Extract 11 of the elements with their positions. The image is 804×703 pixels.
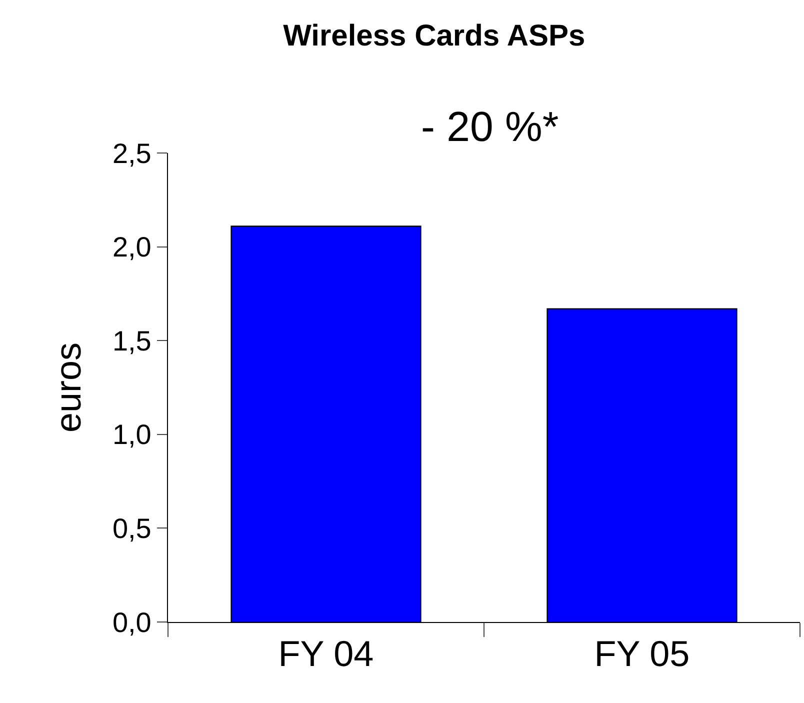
chart-title: Wireless Cards ASPs <box>283 20 586 53</box>
y-tick-label: 2,0 <box>112 232 152 263</box>
x-tick-label: FY 04 <box>278 633 374 674</box>
y-tick-label: 2,5 <box>112 138 152 169</box>
y-tick-label: 0,5 <box>112 513 152 544</box>
y-axis-title: euros <box>47 342 88 433</box>
y-tick-label: 1,5 <box>112 325 152 356</box>
y-tick-label: 0,0 <box>112 606 152 638</box>
text: - 20 %* <box>421 103 559 150</box>
y-tick-label: 1,0 <box>112 419 152 450</box>
x-tick-label: FY 05 <box>594 633 690 674</box>
